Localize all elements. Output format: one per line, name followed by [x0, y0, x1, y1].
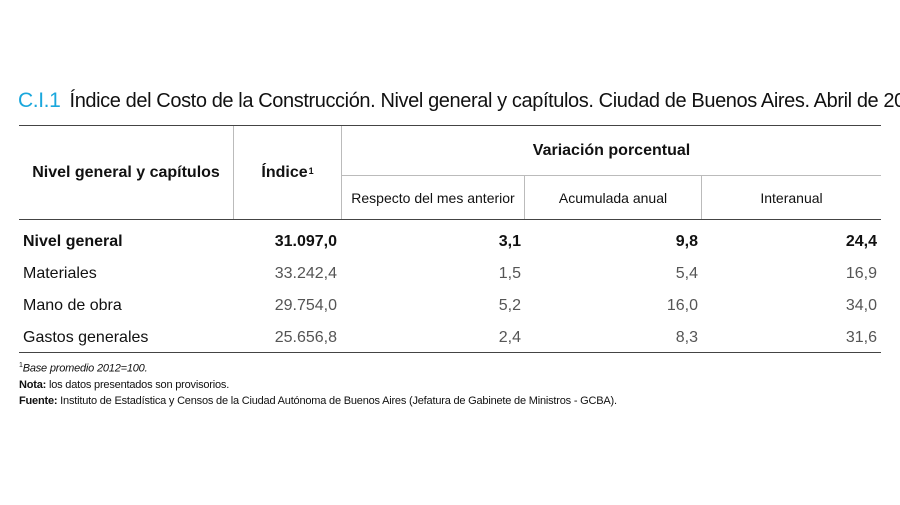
header-interannual: Interanual	[760, 189, 823, 206]
nota-text: los datos presentados son provisorios.	[46, 378, 230, 391]
base-note-text: Base promedio 2012=100.	[22, 362, 148, 375]
table-row: Mano de obra 29.754,0 5,2 16,0 34,0	[19, 290, 881, 322]
table-row: Gastos generales 25.656,8 2,4 8,3 31,6	[19, 322, 881, 354]
row-prev-month: 2,4	[498, 329, 521, 346]
row-interannual: 31,6	[845, 329, 877, 346]
table-notes: 1Base promedio 2012=100. Nota: los datos…	[19, 358, 617, 409]
base-note-mark: 1	[19, 362, 23, 369]
row-name: Mano de obra	[23, 297, 122, 314]
row-index: 29.754,0	[274, 297, 337, 314]
row-index: 31.097,0	[274, 233, 337, 250]
header-name: Nivel general y capítulos	[19, 126, 234, 219]
row-prev-month: 1,5	[498, 265, 521, 282]
table-title-text: Índice del Costo de la Construcción. Niv…	[69, 90, 900, 112]
data-table: Nivel general y capítulos Índice 1 Variac…	[19, 125, 881, 353]
row-cumulative: 16,0	[666, 297, 698, 314]
header-prev-month: Respecto del mes anterior	[342, 176, 525, 219]
source-label: Fuente:	[19, 394, 58, 407]
row-cumulative: 5,4	[675, 265, 698, 282]
source-text: Instituto de Estadística y Censos de la …	[57, 394, 617, 407]
header-cumulative: Acumulada anual	[525, 176, 702, 219]
row-cumulative: 9,8	[675, 233, 698, 250]
row-interannual: 24,4	[845, 233, 877, 250]
row-prev-month: 5,2	[498, 297, 521, 314]
source-note: Fuente: Instituto de Estadística y Censo…	[19, 393, 617, 409]
header-index-label: Índice	[261, 163, 308, 181]
table-body: Nivel general 31.097,0 3,1 9,8 24,4 Mate…	[19, 226, 881, 354]
row-name: Nivel general	[23, 233, 123, 250]
row-interannual: 16,9	[845, 265, 877, 282]
header-divider	[19, 219, 881, 220]
base-note: 1Base promedio 2012=100.	[19, 358, 617, 377]
table-row: Materiales 33.242,4 1,5 5,4 16,9	[19, 258, 881, 290]
header-variation-group: Variación porcentual	[342, 126, 881, 176]
table-row: Nivel general 31.097,0 3,1 9,8 24,4	[19, 226, 881, 258]
row-index: 33.242,4	[274, 265, 337, 282]
row-name: Gastos generales	[23, 329, 149, 346]
row-cumulative: 8,3	[675, 329, 698, 346]
row-prev-month: 3,1	[498, 233, 521, 250]
table-title: C.I.1 Índice del Costo de la Construcció…	[18, 88, 900, 114]
header-index: Índice 1	[234, 126, 342, 219]
nota-label: Nota:	[19, 378, 47, 391]
table-code: C.I.1	[18, 89, 61, 112]
row-name: Materiales	[23, 265, 97, 282]
header-index-footnote-mark: 1	[308, 165, 314, 176]
row-index: 25.656,8	[274, 329, 337, 346]
nota-note: Nota: los datos presentados son provisor…	[19, 377, 617, 393]
row-interannual: 34,0	[845, 297, 877, 314]
